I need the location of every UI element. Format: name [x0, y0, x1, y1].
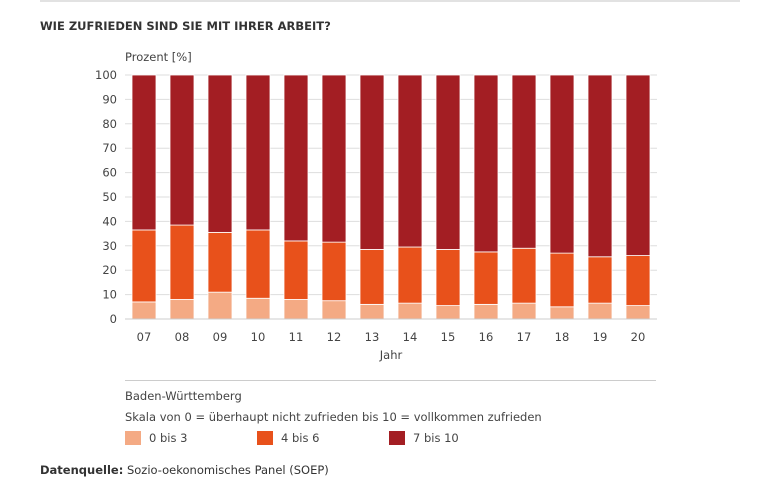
bar-segment-4-bis-6 — [397, 246, 423, 304]
bar-segment-7-bis-10 — [511, 74, 537, 249]
y-tick-label: 30 — [102, 239, 117, 253]
bar-segment-0-bis-3 — [435, 305, 461, 320]
x-tick-label: 14 — [403, 330, 418, 344]
bar-segment-4-bis-6 — [169, 224, 195, 300]
bar-segment-0-bis-3 — [245, 297, 271, 320]
y-tick-label: 100 — [95, 68, 117, 82]
chart-title: WIE ZUFRIEDEN SIND SIE MIT IHRER ARBEIT? — [40, 19, 331, 33]
x-tick-label: 16 — [479, 330, 494, 344]
source-label: Datenquelle: — [40, 463, 124, 477]
bar-segment-4-bis-6 — [207, 231, 233, 293]
bar-segment-7-bis-10 — [397, 74, 423, 248]
bar-segment-4-bis-6 — [625, 255, 651, 306]
bar-segment-7-bis-10 — [359, 74, 385, 250]
bar-segment-0-bis-3 — [397, 302, 423, 320]
bar-segment-7-bis-10 — [321, 74, 347, 243]
bar-segment-0-bis-3 — [587, 302, 613, 320]
x-tick-label: 19 — [593, 330, 608, 344]
legend-item: 0 bis 3 — [125, 431, 257, 445]
x-tick-label: 13 — [365, 330, 380, 344]
y-tick-label: 70 — [102, 141, 117, 155]
x-tick-label: 20 — [631, 330, 646, 344]
bar-segment-4-bis-6 — [549, 252, 575, 308]
legend-item: 4 bis 6 — [257, 431, 389, 445]
bar-segment-7-bis-10 — [473, 74, 499, 253]
legend-swatch — [389, 431, 405, 445]
bar-segment-7-bis-10 — [283, 74, 309, 242]
legend-region: Baden-Württemberg — [125, 389, 242, 403]
bar-segment-0-bis-3 — [473, 303, 499, 320]
x-tick-label: 18 — [555, 330, 570, 344]
bar-segment-7-bis-10 — [245, 74, 271, 231]
bar-segment-7-bis-10 — [549, 74, 575, 254]
bar-segment-4-bis-6 — [435, 249, 461, 306]
bar-segment-4-bis-6 — [511, 247, 537, 304]
bar-segment-0-bis-3 — [131, 301, 157, 320]
source-note: Datenquelle: Sozio-oekonomisches Panel (… — [40, 463, 329, 477]
x-tick-label: 07 — [137, 330, 152, 344]
bar-segment-0-bis-3 — [511, 302, 537, 320]
bar-segment-4-bis-6 — [473, 251, 499, 305]
bar-segment-0-bis-3 — [207, 291, 233, 320]
y-axis-label: Prozent [%] — [125, 50, 192, 64]
y-tick-label: 50 — [102, 190, 117, 204]
legend-label: 0 bis 3 — [149, 431, 188, 445]
y-tick-label: 20 — [102, 263, 117, 277]
bar-segment-4-bis-6 — [283, 240, 309, 300]
bar-segment-7-bis-10 — [587, 74, 613, 258]
bar-segment-7-bis-10 — [169, 74, 195, 226]
bar-segment-0-bis-3 — [549, 306, 575, 320]
bar-segment-0-bis-3 — [321, 300, 347, 320]
legend-scale: Skala von 0 = überhaupt nicht zufrieden … — [125, 410, 542, 424]
bar-segment-4-bis-6 — [245, 229, 271, 299]
x-tick-label: 12 — [327, 330, 342, 344]
bar-segment-4-bis-6 — [321, 241, 347, 302]
bar-segment-7-bis-10 — [131, 74, 157, 231]
legend-label: 7 bis 10 — [413, 431, 459, 445]
y-tick-label: 10 — [102, 288, 117, 302]
bar-segment-7-bis-10 — [625, 74, 651, 256]
x-tick-label: 09 — [213, 330, 228, 344]
bar-segment-4-bis-6 — [131, 229, 157, 303]
legend-label: 4 bis 6 — [281, 431, 320, 445]
bar-segment-0-bis-3 — [169, 299, 195, 320]
y-tick-label: 80 — [102, 117, 117, 131]
y-tick-label: 60 — [102, 166, 117, 180]
x-tick-label: 10 — [251, 330, 266, 344]
bar-segment-4-bis-6 — [359, 249, 385, 305]
top-divider — [40, 0, 740, 2]
y-tick-label: 90 — [102, 92, 117, 106]
x-axis-label: Jahr — [379, 348, 403, 362]
legend-divider — [125, 380, 656, 381]
bar-segment-4-bis-6 — [587, 256, 613, 304]
legend-item: 7 bis 10 — [389, 431, 521, 445]
y-tick-label: 0 — [110, 312, 117, 326]
bar-segment-0-bis-3 — [283, 299, 309, 320]
legend-swatch — [125, 431, 141, 445]
bar-segment-7-bis-10 — [207, 74, 233, 233]
x-tick-label: 08 — [175, 330, 190, 344]
legend-swatch — [257, 431, 273, 445]
x-tick-label: 17 — [517, 330, 532, 344]
x-tick-label: 11 — [289, 330, 304, 344]
bar-segment-0-bis-3 — [625, 305, 651, 320]
source-text: Sozio-oekonomisches Panel (SOEP) — [123, 463, 329, 477]
x-tick-label: 15 — [441, 330, 456, 344]
bar-segment-7-bis-10 — [435, 74, 461, 250]
bar-segment-0-bis-3 — [359, 303, 385, 320]
y-tick-label: 40 — [102, 214, 117, 228]
legend: Baden-Württemberg Skala von 0 = überhaup… — [125, 389, 542, 459]
